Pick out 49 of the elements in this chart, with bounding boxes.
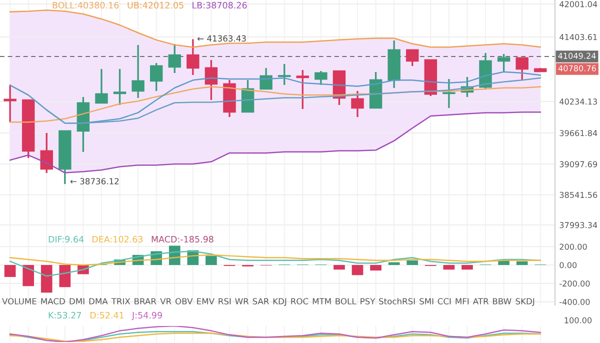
annotation: TRIX	[111, 298, 130, 304]
annotation: BOLL	[336, 298, 356, 304]
text: 40780.76	[558, 65, 596, 72]
annotation: ← 41363.43	[198, 35, 246, 42]
annotation: SMI	[420, 298, 434, 304]
text: LB:38708.26	[192, 2, 247, 9]
y-tick-label: -200.00	[560, 280, 590, 287]
y-tick-label: 39097.69	[560, 161, 598, 168]
annotation: PSY	[360, 298, 376, 304]
series-label: MACD:-185.98	[152, 236, 214, 243]
y-tick-label: 200.00	[560, 244, 587, 250]
annotation: OBV	[176, 298, 193, 304]
annotation: SKDJ	[516, 298, 534, 306]
text: DIF:9.64	[48, 236, 84, 243]
y-tick-label: 37993.34	[560, 222, 598, 228]
text: DEA:102.63	[92, 236, 143, 243]
y-tick-label: 40234.13	[560, 98, 597, 105]
annotation: ATR	[472, 298, 489, 304]
annotation: BRAR	[134, 298, 156, 304]
y-tick-label: 38541.56	[560, 192, 598, 198]
annotation: DMI	[70, 298, 84, 304]
annotation: KDJ	[273, 298, 286, 306]
annotation: WR	[235, 298, 249, 304]
annotation: MFI	[456, 298, 469, 304]
ref-line-label: 41049.24	[558, 52, 596, 59]
annotation: DMA	[89, 298, 108, 304]
annotation: RSI	[218, 298, 231, 304]
annotation: VOLUME	[2, 298, 36, 304]
y-tick-label: 0.00	[560, 262, 577, 268]
text: K:53.27	[48, 312, 81, 319]
y-tick-label: 42001.04	[560, 1, 598, 8]
annotation: EMV	[197, 298, 214, 304]
annotation: MACD	[41, 298, 65, 304]
annotation: BBW	[493, 298, 512, 304]
text: UB:42012.05	[128, 2, 184, 9]
annotation: SAR	[252, 298, 269, 304]
text: BOLL:40380.16	[52, 2, 119, 9]
annotation: VR	[160, 298, 172, 304]
annotation: CCI	[438, 298, 451, 304]
text: 100.00	[564, 317, 592, 324]
annotation: StochRSI	[379, 298, 415, 304]
text: D:52.41	[90, 312, 124, 319]
y-tick-label: 39661.84	[560, 130, 598, 136]
y-tick-label: 41403.61	[560, 34, 597, 40]
y-tick-label: -400.00	[560, 298, 590, 305]
series-label: J:54.99	[132, 312, 162, 320]
annotation: MTM	[312, 298, 331, 304]
annotation: ← 38736.12	[70, 178, 119, 184]
annotation: ROC	[291, 298, 308, 304]
